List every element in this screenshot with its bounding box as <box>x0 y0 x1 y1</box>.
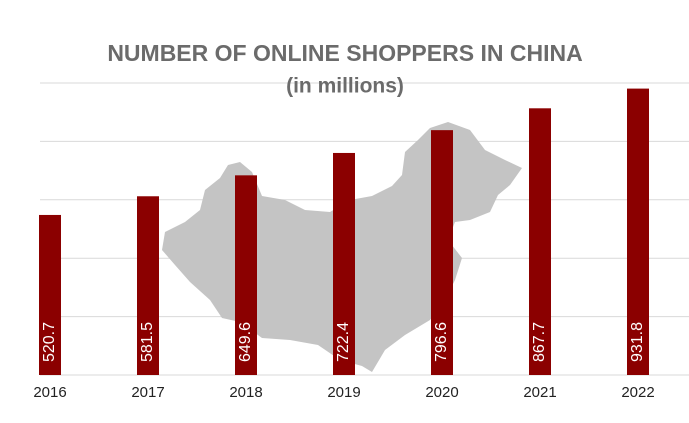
value-label: 867.7 <box>531 322 548 362</box>
x-tick-label: 2019 <box>327 384 360 401</box>
bar <box>137 196 159 375</box>
value-label: 931.8 <box>629 322 646 362</box>
x-tick-label: 2016 <box>33 384 66 401</box>
bar <box>431 130 453 375</box>
value-label: 581.5 <box>139 322 156 362</box>
x-tick-label: 2018 <box>229 384 262 401</box>
x-tick-label: 2022 <box>621 384 654 401</box>
chart-subtitle: (in millions) <box>286 75 404 98</box>
bar <box>529 108 551 375</box>
value-label: 796.6 <box>433 322 450 362</box>
x-tick-label: 2021 <box>523 384 556 401</box>
bar <box>39 214 61 375</box>
x-tick-label: 2017 <box>131 384 164 401</box>
x-tick-label: 2020 <box>425 384 458 401</box>
value-label: 649.6 <box>237 322 254 362</box>
bar <box>627 88 649 375</box>
value-label: 520.7 <box>41 322 58 362</box>
chart-title: NUMBER OF ONLINE SHOPPERS IN CHINA <box>107 40 582 66</box>
bar <box>333 152 355 375</box>
bar <box>235 175 257 375</box>
value-label: 722.4 <box>335 322 352 362</box>
